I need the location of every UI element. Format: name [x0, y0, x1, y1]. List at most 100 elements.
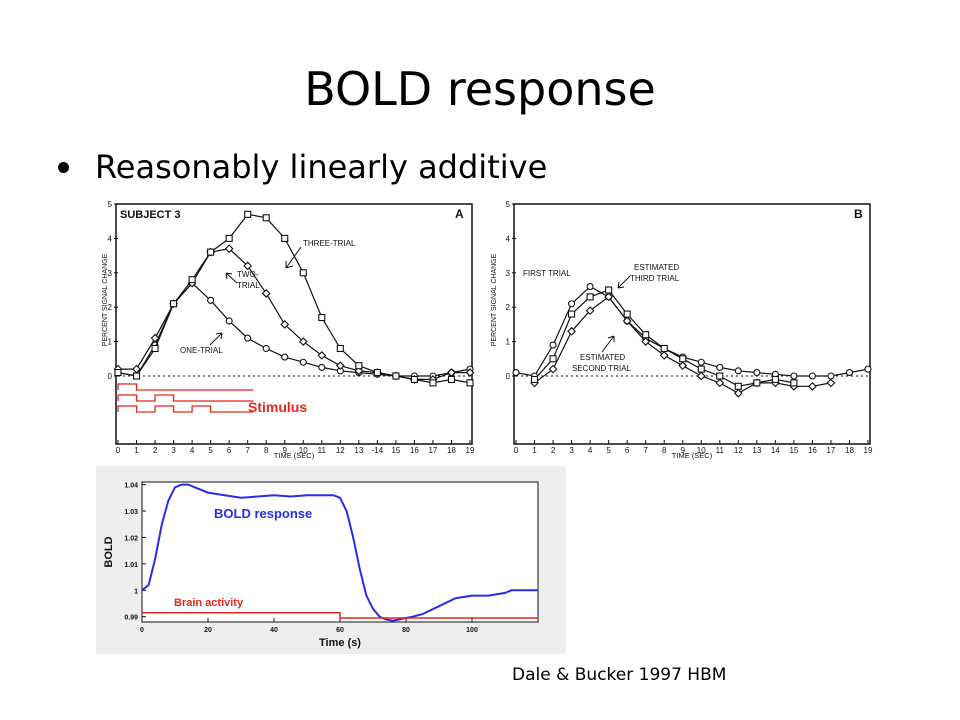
annotation-estimated-second: ESTIMATED	[580, 353, 625, 362]
data-point	[355, 362, 363, 370]
data-point	[207, 248, 215, 256]
data-point	[586, 283, 594, 291]
data-point	[261, 289, 271, 298]
y-tick-label: 4	[506, 234, 511, 243]
data-point	[318, 313, 326, 322]
y-tick-label: 4	[108, 234, 113, 243]
annotation-second-trial: SECOND TRIAL	[572, 364, 632, 373]
x-tick-label: 4	[588, 446, 593, 455]
data-point	[317, 350, 327, 360]
data-point	[771, 375, 779, 383]
data-point	[150, 333, 160, 343]
data-point	[549, 355, 557, 363]
data-point	[299, 358, 307, 366]
chart-panel-a: SUBJECT 3 A PERCENT SIGNAL CHANGE TIME (…	[102, 200, 475, 460]
bold-response-line	[141, 483, 538, 622]
data-point	[605, 286, 613, 294]
x-tick-label: 18	[845, 446, 854, 455]
y-tick-label: 5	[108, 200, 113, 209]
series-line	[534, 296, 832, 394]
data-point	[262, 344, 270, 353]
data-point	[281, 234, 289, 242]
data-point	[697, 358, 705, 366]
stimulus-trace	[117, 383, 254, 391]
x-tick-label: 4	[190, 446, 195, 455]
data-point	[567, 326, 576, 336]
data-point	[734, 367, 742, 375]
data-point	[715, 378, 725, 388]
label-arrow	[285, 246, 302, 269]
data-point	[733, 388, 743, 398]
data-point	[586, 293, 594, 301]
series-label-three-trial: THREE-TRIAL	[303, 239, 356, 248]
y-tick-label: 0	[108, 372, 113, 381]
y-tick-label: 1.01	[124, 562, 138, 569]
y-tick-label: 0.99	[124, 615, 138, 622]
y-tick-label: 1	[506, 338, 511, 347]
x-tick-label: 17	[826, 446, 835, 455]
y-tick-label: 1	[108, 338, 113, 347]
y-axis-label: PERCENT SIGNAL CHANGE	[102, 253, 109, 346]
data-point	[827, 372, 835, 380]
stimulus-trace	[117, 405, 254, 413]
data-point	[585, 306, 595, 316]
x-tick-label: 13	[752, 446, 761, 455]
data-point	[447, 368, 456, 377]
subject-label: SUBJECT 3	[120, 209, 181, 221]
data-point	[207, 296, 215, 304]
x-tick-label: 19	[864, 446, 873, 455]
data-point	[622, 316, 632, 326]
y-tick-label: 2	[506, 303, 511, 312]
data-point	[642, 331, 650, 339]
x-tick-label: 15	[789, 446, 798, 455]
series-line	[117, 282, 471, 377]
x-axis-label: Time (s)	[319, 637, 361, 649]
x-tick-label: 17	[428, 446, 437, 455]
data-point	[318, 363, 326, 371]
panel-label: A	[455, 207, 464, 221]
x-tick-label: 13	[354, 446, 363, 455]
x-axis-label: TIME (SEC)	[672, 451, 713, 460]
x-tick-label: 6	[625, 446, 630, 455]
data-point	[447, 375, 456, 383]
data-point	[679, 355, 687, 363]
data-point	[790, 379, 798, 387]
data-point	[641, 337, 651, 346]
x-tick-label: 10	[299, 446, 308, 455]
x-tick-label: 16	[808, 446, 817, 455]
data-point	[790, 372, 798, 380]
data-point	[808, 381, 817, 391]
x-tick-label: 2	[153, 446, 158, 455]
data-point	[716, 372, 724, 380]
x-tick-label: 6	[227, 446, 232, 455]
y-tick-label: 2	[108, 303, 113, 312]
data-point	[114, 369, 122, 377]
data-point	[466, 379, 474, 387]
y-axis-label: PERCENT SIGNAL CHANGE	[491, 253, 498, 346]
label-arrow	[601, 335, 615, 353]
data-point	[392, 372, 400, 380]
data-point	[336, 344, 344, 353]
y-tick-label: 1.02	[124, 535, 138, 542]
x-tick-label: 18	[447, 446, 456, 455]
data-point	[170, 300, 178, 308]
data-point	[465, 368, 475, 377]
data-point	[549, 341, 557, 349]
x-tick-label: 20	[204, 627, 212, 634]
series-label-two-trial: TWO-	[237, 270, 259, 279]
data-point	[225, 317, 233, 325]
x-tick-label: 5	[208, 446, 213, 455]
data-point	[225, 234, 233, 242]
series-label-one-trial: ONE-TRIAL	[180, 346, 223, 355]
slide-title: BOLD response	[304, 62, 656, 116]
data-point	[845, 369, 854, 377]
y-axis-label: BOLD	[103, 536, 115, 567]
data-point	[299, 269, 307, 277]
panel-label: B	[854, 207, 863, 221]
x-tick-label: 12	[734, 446, 743, 455]
plot-frame	[115, 203, 473, 445]
label-arrow	[225, 272, 238, 284]
x-tick-label: 1	[532, 446, 537, 455]
data-point	[244, 210, 252, 218]
data-point	[734, 382, 742, 390]
